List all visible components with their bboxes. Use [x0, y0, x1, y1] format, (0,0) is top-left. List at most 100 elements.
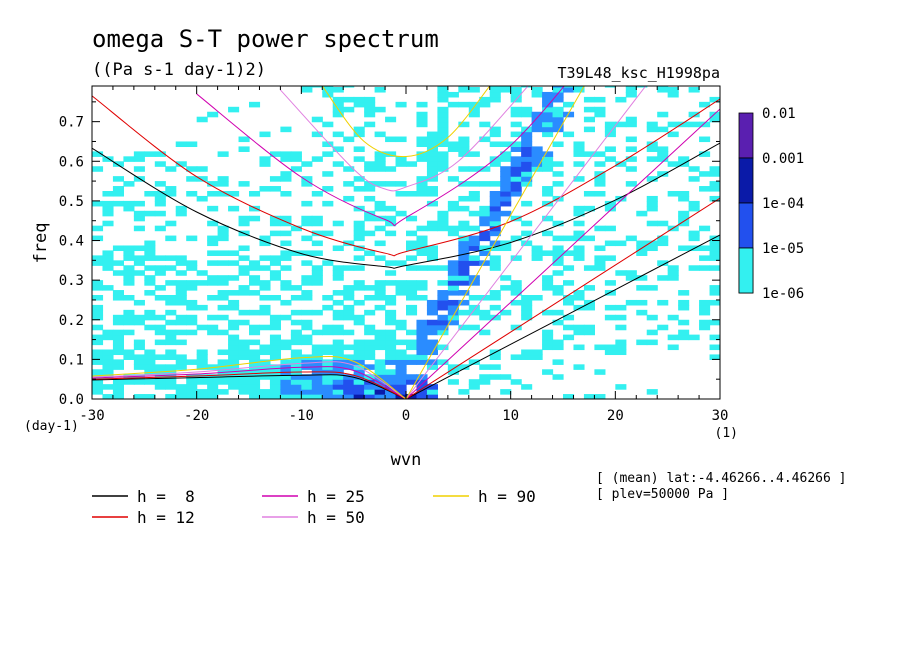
power-cell — [625, 166, 637, 172]
power-cell — [238, 309, 250, 316]
power-cell — [144, 369, 156, 375]
power-cell — [437, 131, 449, 138]
power-cell — [437, 225, 449, 232]
power-cell — [123, 329, 135, 336]
power-cell — [133, 270, 145, 276]
power-cell — [165, 166, 177, 172]
power-cell — [290, 354, 302, 360]
power-cell — [196, 389, 208, 395]
power-cell — [615, 195, 627, 202]
power-cell — [699, 186, 711, 192]
power-cell — [102, 384, 114, 390]
power-cell — [385, 215, 397, 222]
power-cell — [133, 215, 145, 222]
power-cell — [374, 290, 386, 296]
power-cell — [207, 394, 219, 399]
power-cell — [102, 250, 114, 256]
power-cell — [364, 384, 376, 390]
power-cell — [92, 349, 104, 356]
power-cell — [416, 265, 428, 271]
power-cell — [353, 186, 365, 192]
power-cell — [207, 240, 219, 247]
power-cell — [259, 240, 271, 247]
power-cell — [552, 86, 564, 88]
power-cell — [479, 364, 491, 370]
power-cell — [416, 186, 428, 192]
power-cell — [217, 359, 229, 365]
power-cell — [322, 329, 334, 336]
power-cell — [112, 384, 124, 390]
power-cell — [385, 339, 397, 346]
power-cell — [406, 294, 418, 301]
power-cell — [406, 190, 418, 197]
power-cell — [594, 369, 606, 375]
power-cell — [322, 86, 334, 88]
power-cell — [343, 394, 355, 399]
power-cell — [552, 235, 564, 242]
power-cell — [500, 389, 512, 395]
power-cell — [573, 220, 585, 227]
power-cell — [583, 235, 595, 242]
power-cell — [573, 86, 585, 88]
power-cell — [249, 215, 261, 222]
power-cell — [625, 299, 637, 306]
power-cell — [332, 161, 344, 167]
experiment-label: T39L48_ksc_H1998pa — [557, 64, 720, 82]
power-cell — [395, 136, 407, 143]
power-cell — [280, 250, 292, 256]
power-cell — [500, 156, 512, 162]
dispersion-line-mrg — [92, 374, 407, 399]
power-cell — [353, 245, 365, 252]
power-cell — [343, 290, 355, 296]
power-cell — [510, 215, 522, 222]
power-cell — [228, 344, 240, 351]
power-cell — [112, 186, 124, 192]
power-cell — [186, 329, 198, 336]
power-cell — [92, 260, 104, 266]
power-cell — [269, 379, 281, 385]
power-cell — [343, 354, 355, 360]
power-cell — [364, 344, 376, 351]
power-cell — [343, 329, 355, 336]
power-cell — [259, 394, 271, 399]
power-cell — [144, 290, 156, 296]
power-cell — [604, 349, 616, 356]
power-cell — [353, 389, 365, 395]
power-cell — [678, 220, 690, 227]
power-cell — [447, 304, 459, 311]
power-cell — [531, 245, 543, 252]
power-cell — [238, 379, 250, 385]
power-cell — [416, 374, 428, 380]
power-cell — [426, 141, 438, 148]
power-cell — [426, 339, 438, 346]
power-cell — [489, 86, 501, 88]
power-cell — [269, 394, 281, 399]
power-cell — [479, 374, 491, 380]
power-cell — [395, 190, 407, 197]
power-cell — [280, 265, 292, 271]
power-cell — [406, 285, 418, 291]
power-cell — [447, 314, 459, 321]
power-cell — [186, 141, 198, 148]
power-cell — [186, 319, 198, 326]
power-cell — [332, 309, 344, 316]
power-cell — [228, 359, 240, 365]
power-cell — [353, 314, 365, 321]
power-cell — [510, 176, 522, 182]
power-cell — [594, 171, 606, 177]
power-cell — [269, 260, 281, 266]
power-cell — [154, 339, 166, 346]
power-cell — [594, 265, 606, 271]
power-cell — [123, 265, 135, 271]
power-cell — [709, 245, 720, 252]
power-cell — [625, 181, 637, 187]
power-cell — [332, 265, 344, 271]
power-cell — [353, 384, 365, 390]
power-cell — [688, 235, 700, 242]
power-cell — [154, 384, 166, 390]
power-cell — [123, 294, 135, 301]
power-cell — [374, 359, 386, 365]
kelvin-line — [405, 197, 720, 399]
y-tick-label: 0.3 — [59, 273, 84, 289]
legend-label: h = 12 — [137, 508, 195, 527]
